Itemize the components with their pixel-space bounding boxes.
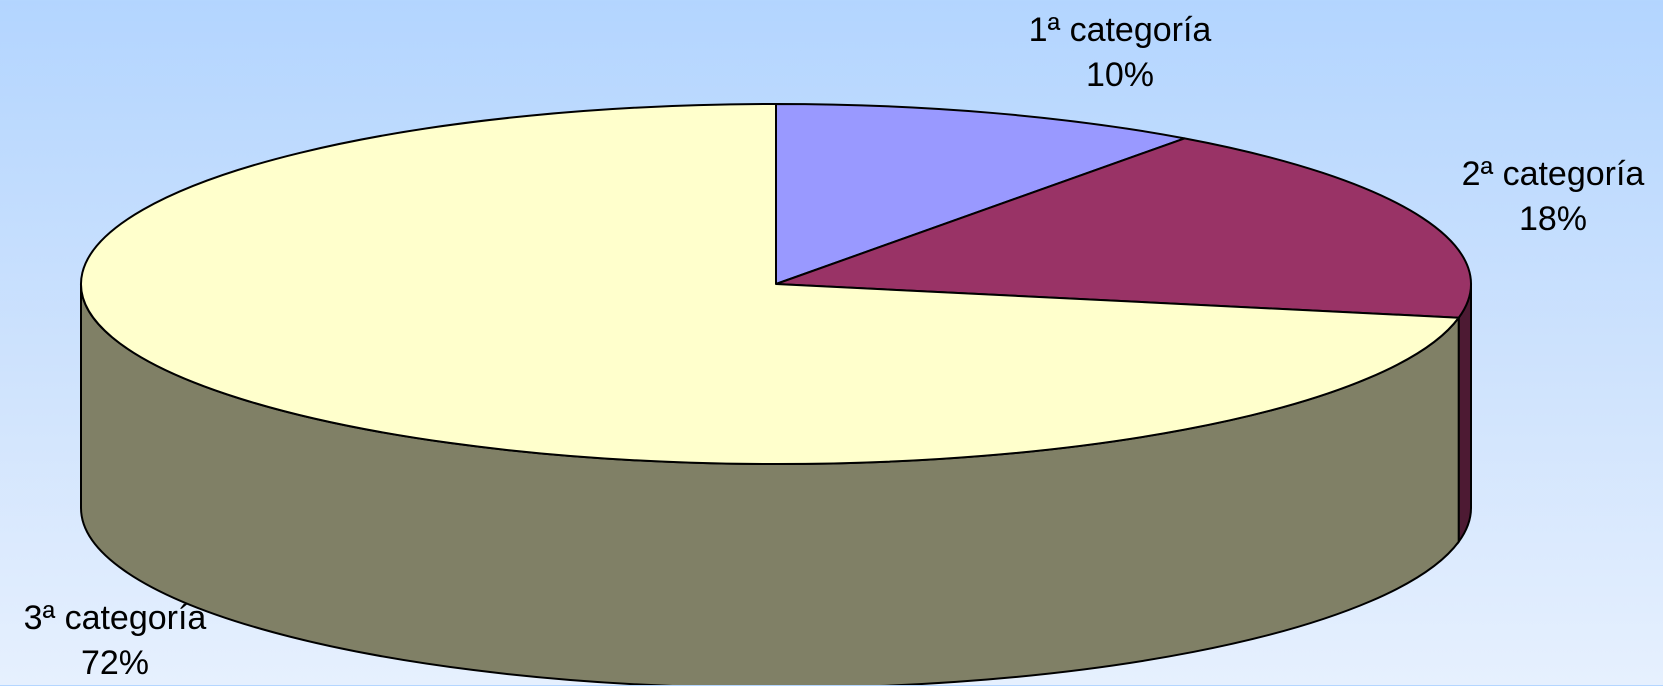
pie-slice-2 <box>775 137 1472 319</box>
slice-label-value: 10% <box>1085 56 1155 94</box>
pie-slice-side-2 <box>1457 283 1472 545</box>
slice-label-1a-categoria: 1ª categoría 10% <box>1015 8 1225 98</box>
slice-label-name: 1ª categoría <box>1028 11 1212 49</box>
pie-slice-1 <box>775 103 1186 285</box>
slice-label-name: 2ª categoría <box>1461 155 1645 193</box>
slice-label-value: 72% <box>80 644 150 682</box>
slice-label-3a-categoria: 3ª categoría 72% <box>10 596 220 686</box>
slice-label-value: 18% <box>1518 200 1588 238</box>
pie-slice-3 <box>80 103 1460 465</box>
slice-label-name: 3ª categoría <box>23 599 207 637</box>
pie-top-layer <box>80 103 1472 465</box>
slice-label-2a-categoria: 2ª categoría 18% <box>1448 152 1658 242</box>
